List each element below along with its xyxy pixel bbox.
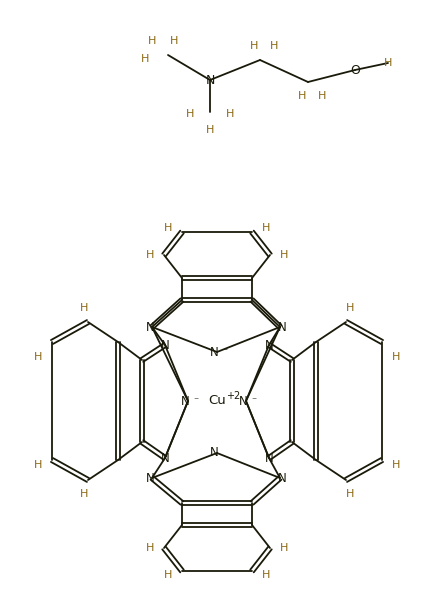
Text: N: N bbox=[210, 446, 218, 459]
Text: +2: +2 bbox=[226, 391, 240, 401]
Text: H: H bbox=[80, 303, 88, 313]
Text: H: H bbox=[250, 41, 258, 51]
Text: H: H bbox=[280, 543, 288, 553]
Text: H: H bbox=[146, 543, 154, 553]
Text: N: N bbox=[161, 451, 169, 464]
Text: N: N bbox=[161, 338, 169, 352]
Text: N: N bbox=[181, 394, 189, 408]
Text: N: N bbox=[239, 394, 247, 408]
Text: ⁻: ⁻ bbox=[223, 347, 227, 357]
Text: H: H bbox=[34, 352, 42, 362]
Text: ⁻: ⁻ bbox=[251, 396, 256, 406]
Text: H: H bbox=[392, 460, 400, 470]
Text: N: N bbox=[205, 74, 215, 87]
Text: O: O bbox=[350, 63, 360, 76]
Text: H: H bbox=[262, 570, 270, 580]
Text: H: H bbox=[280, 250, 288, 260]
Text: H: H bbox=[141, 54, 149, 64]
Text: H: H bbox=[34, 460, 42, 470]
Text: N: N bbox=[278, 472, 286, 485]
Text: H: H bbox=[164, 223, 172, 233]
Text: H: H bbox=[346, 303, 354, 313]
Text: H: H bbox=[186, 109, 194, 119]
Text: N: N bbox=[210, 346, 218, 359]
Text: ⁻: ⁻ bbox=[194, 396, 199, 406]
Text: H: H bbox=[226, 109, 234, 119]
Text: H: H bbox=[384, 58, 392, 68]
Text: H: H bbox=[148, 36, 156, 46]
Text: H: H bbox=[270, 41, 278, 51]
Text: N: N bbox=[265, 338, 273, 352]
Text: H: H bbox=[164, 570, 172, 580]
Text: H: H bbox=[298, 91, 306, 101]
Text: H: H bbox=[80, 489, 88, 499]
Text: H: H bbox=[206, 125, 214, 135]
Text: H: H bbox=[170, 36, 178, 46]
Text: H: H bbox=[392, 352, 400, 362]
Text: H: H bbox=[146, 250, 154, 260]
Text: N: N bbox=[146, 472, 155, 485]
Text: H: H bbox=[318, 91, 326, 101]
Text: N: N bbox=[278, 320, 286, 333]
Text: N: N bbox=[146, 320, 155, 333]
Text: H: H bbox=[262, 223, 270, 233]
Text: H: H bbox=[346, 489, 354, 499]
Text: Cu: Cu bbox=[208, 394, 226, 407]
Text: N: N bbox=[265, 451, 273, 464]
